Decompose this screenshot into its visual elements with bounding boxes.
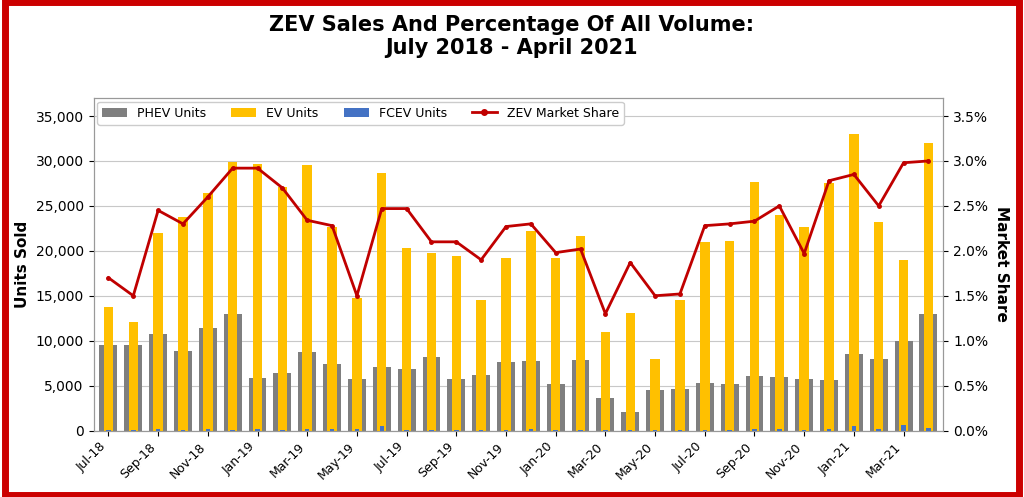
Bar [324,364,341,430]
Bar [820,380,838,430]
Bar [373,367,391,430]
Bar [380,426,384,430]
Bar [278,187,287,430]
Bar [124,345,142,430]
Bar [774,215,784,430]
Bar [869,359,888,430]
Bar [753,429,757,430]
Bar [745,376,764,430]
Bar [824,183,834,430]
Bar [675,300,685,430]
Bar [150,333,167,430]
Bar [199,328,217,430]
Bar [397,369,416,430]
Bar [650,359,659,430]
Bar [129,322,138,430]
Bar [330,429,334,430]
Bar [849,134,858,430]
Bar [725,241,734,430]
Bar [800,227,809,430]
Bar [920,314,937,430]
Bar [770,377,788,430]
Bar [352,298,361,430]
Bar [646,390,664,430]
Bar [596,398,614,430]
Bar [845,354,863,430]
Bar [203,193,213,430]
Bar [452,256,461,430]
Text: ZEV Sales And Percentage Of All Volume:
July 2018 - April 2021: ZEV Sales And Percentage Of All Volume: … [269,15,755,58]
Bar [777,429,781,430]
Bar [249,378,266,430]
Bar [852,426,856,430]
Y-axis label: Units Sold: Units Sold [15,221,30,308]
Bar [926,428,931,430]
Bar [526,231,536,430]
Bar [103,307,114,430]
Bar [273,373,291,430]
Bar [154,233,163,430]
Bar [874,222,884,430]
Bar [472,375,490,430]
Legend: PHEV Units, EV Units, FCEV Units, ZEV Market Share: PHEV Units, EV Units, FCEV Units, ZEV Ma… [97,102,624,125]
Bar [696,383,714,430]
Bar [575,236,586,430]
Bar [354,429,359,430]
Bar [156,429,161,430]
Bar [522,361,540,430]
Bar [174,350,191,430]
Bar [228,162,238,430]
Bar [377,172,386,430]
Bar [796,379,813,430]
Bar [401,248,412,430]
Bar [348,379,366,430]
Bar [302,165,312,430]
Bar [423,357,440,430]
Bar [547,384,564,430]
Bar [877,429,881,430]
Bar [497,362,515,430]
Bar [253,164,262,430]
Bar [447,379,465,430]
Bar [178,217,187,430]
Bar [750,181,759,430]
Bar [895,340,912,430]
Bar [206,429,210,430]
Bar [571,359,590,430]
Bar [551,258,560,430]
Bar [305,429,309,430]
Bar [528,429,534,430]
Bar [601,331,610,430]
Bar [721,384,738,430]
Bar [899,260,908,430]
Bar [255,429,260,430]
Bar [826,429,831,430]
Bar [626,313,635,430]
Bar [502,258,511,430]
Bar [99,345,118,430]
Bar [476,300,485,430]
Y-axis label: Market Share: Market Share [994,206,1009,322]
Bar [671,389,689,430]
Bar [223,314,242,430]
Bar [700,242,710,430]
Bar [622,412,639,430]
Bar [901,425,906,430]
Bar [924,143,933,430]
Bar [298,352,316,430]
Bar [427,252,436,430]
Bar [328,228,337,430]
